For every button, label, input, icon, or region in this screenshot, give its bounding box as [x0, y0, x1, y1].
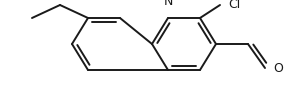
Text: O: O	[273, 61, 283, 75]
Text: N: N	[163, 0, 173, 8]
Text: Cl: Cl	[228, 0, 240, 11]
